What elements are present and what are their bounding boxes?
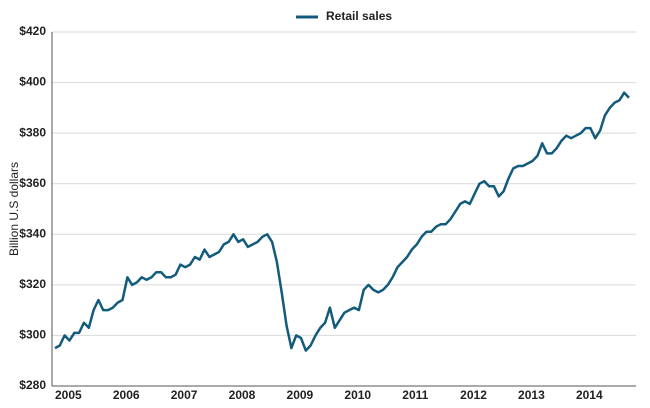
x-tick-label: 2012 xyxy=(460,388,487,402)
x-tick-label: 2006 xyxy=(113,388,140,402)
y-tick-label: $340 xyxy=(19,226,46,240)
x-tick-label: 2005 xyxy=(55,388,82,402)
y-tick-label: $380 xyxy=(19,125,46,139)
y-tick-label: $420 xyxy=(19,24,46,38)
y-tick-label: $280 xyxy=(19,378,46,392)
line xyxy=(54,91,630,352)
x-tick-label: 2010 xyxy=(344,388,371,402)
x-tick-label: 2013 xyxy=(518,388,545,402)
y-tick-label: $360 xyxy=(19,176,46,190)
y-axis-label: Billion U.S dollars xyxy=(7,162,21,256)
y-tick-label: $320 xyxy=(19,277,46,291)
x-tick-label: 2011 xyxy=(402,388,428,402)
x-tick-label: 2014 xyxy=(576,388,603,402)
x-tick-label: 2008 xyxy=(229,388,256,402)
y-tick-label: $400 xyxy=(19,75,46,89)
x-tick-label: 2009 xyxy=(287,388,314,402)
x-tick-label: 2007 xyxy=(171,388,198,402)
legend-label: Retail sales xyxy=(326,9,392,23)
y-tick-label: $300 xyxy=(19,328,46,342)
